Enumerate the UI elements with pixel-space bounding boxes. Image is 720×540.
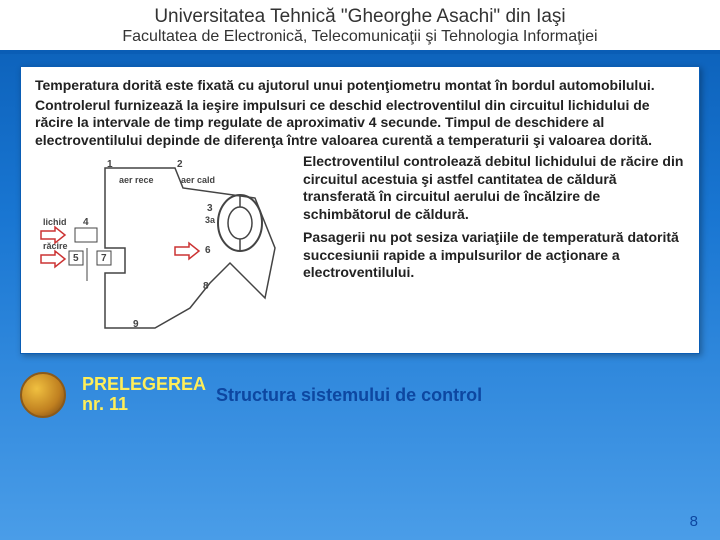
lbl-3a: 3a: [205, 215, 216, 225]
lbl-3: 3: [207, 203, 213, 214]
lbl-aer-rece: aer rece: [119, 175, 154, 185]
lecture-label: PRELEGEREA nr. 11: [82, 375, 206, 415]
paragraph-4: Pasagerii nu pot sesiza variaţiile de te…: [303, 229, 685, 282]
lbl-lichid: lichid: [43, 217, 67, 227]
faculty-title: Facultatea de Electronică, Telecomunicaţ…: [20, 28, 700, 46]
lbl-5: 5: [73, 253, 79, 264]
lbl-racire: răcire: [43, 241, 68, 251]
lbl-7: 7: [101, 253, 107, 264]
university-title: Universitatea Tehnică "Gheorghe Asachi" …: [20, 6, 700, 28]
lbl-1: 1: [107, 159, 113, 170]
page-number: 8: [690, 513, 698, 530]
lbl-8: 8: [203, 281, 209, 292]
footer: PRELEGEREA nr. 11 Structura sistemului d…: [0, 362, 720, 418]
paragraph-3: Electroventilul controlează debitul lich…: [303, 153, 685, 223]
content-box: Temperatura dorită este fixată cu ajutor…: [20, 66, 700, 354]
header: Universitatea Tehnică "Gheorghe Asachi" …: [0, 0, 720, 54]
lecture-number: nr. 11: [82, 395, 206, 415]
topic-title: Structura sistemului de control: [216, 385, 700, 406]
lbl-2: 2: [177, 159, 183, 170]
paragraph-2: Controlerul furnizează la ieşire impulsu…: [35, 97, 685, 150]
lbl-4: 4: [83, 217, 89, 228]
lbl-aer-cald: aer cald: [181, 175, 215, 185]
diagram: 1 aer rece 2 aer cald 3 3a 4 5 6 7 8 9 l…: [35, 153, 295, 343]
lbl-6: 6: [205, 245, 211, 256]
lecture-word: PRELEGEREA: [82, 375, 206, 395]
paragraph-1: Temperatura dorită este fixată cu ajutor…: [35, 77, 685, 95]
seal-icon: [20, 372, 66, 418]
lbl-9: 9: [133, 319, 139, 330]
